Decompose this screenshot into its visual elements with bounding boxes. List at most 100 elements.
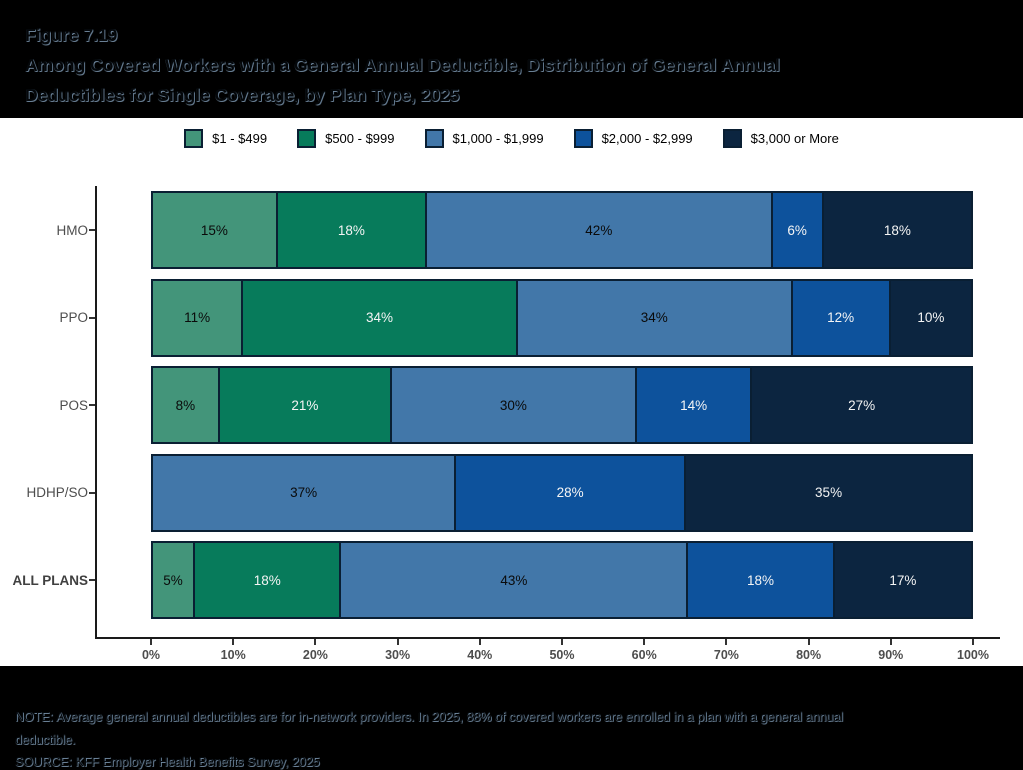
- bar-segment: 34%: [241, 280, 516, 355]
- legend-label: $500 - $999: [325, 131, 395, 146]
- x-axis-tick-label: 50%: [549, 648, 575, 662]
- y-axis-label-all-plans: ALL PLANS: [12, 572, 88, 588]
- bar-segment: 21%: [217, 368, 390, 442]
- x-axis-tick-mark: [561, 639, 563, 645]
- note-text: NOTE: Average general annual deductibles…: [15, 710, 844, 747]
- x-axis-tick-mark: [889, 639, 892, 645]
- x-axis-tick-label: 60%: [631, 648, 657, 662]
- x-axis-tick-label: 90%: [878, 648, 904, 662]
- bar-segment: 37%: [153, 455, 455, 530]
- legend-swatch-icon: [424, 129, 444, 148]
- bar-segment-label: 34%: [640, 310, 668, 325]
- legend-swatch-icon: [297, 129, 317, 148]
- bar-row-hdhp-so: 37% 28% 35%: [151, 453, 973, 532]
- bar-segment-label: 8%: [175, 397, 196, 413]
- x-axis-tick-mark: [232, 639, 235, 645]
- legend-swatch-icon: [184, 129, 204, 148]
- bar-segment-label: 14%: [680, 397, 708, 413]
- bar-row-pos: 8% 21% 30% 14% 27%: [151, 366, 973, 444]
- figure-title-block: Figure 7.19 Among Covered Workers with a…: [25, 20, 780, 110]
- figure-title-line-1: Among Covered Workers with a General Ann…: [25, 55, 780, 75]
- x-axis-tick-label: 80%: [796, 648, 822, 662]
- x-axis-tick-label: 20%: [302, 648, 328, 662]
- x-axis-tick-label: 40%: [467, 648, 493, 662]
- x-axis-tick-label: 0%: [141, 648, 161, 662]
- y-axis-label-hmo: HMO: [56, 222, 89, 238]
- chart-panel: $1 - $499 $500 - $999 $1,000 - $1,999 $2,00…: [0, 118, 1023, 666]
- legend-item-3: $2,000 - $2,999: [573, 129, 693, 148]
- bar-segment: 28%: [454, 455, 685, 530]
- y-axis-label-pos: POS: [59, 397, 88, 413]
- bar-segment-label: 42%: [585, 222, 613, 238]
- bar-segment: 35%: [684, 455, 972, 530]
- y-axis-line: [95, 186, 97, 638]
- x-axis-tick-mark: [807, 639, 810, 645]
- notes-block: NOTE: Average general annual deductibles…: [15, 706, 985, 770]
- legend-label: $1,000 - $1,999: [452, 131, 544, 146]
- y-axis-tick-mark: [89, 229, 95, 231]
- y-axis-label-hdhp-so: HDHP/SO: [26, 485, 88, 500]
- bar-segment: 27%: [750, 368, 971, 442]
- bar-segment-label: 30%: [499, 397, 527, 413]
- bar-segment-label: 28%: [556, 485, 584, 500]
- y-axis-tick-mark: [89, 491, 95, 494]
- x-axis-tick-mark: [396, 639, 399, 645]
- bar-segment: 8%: [153, 368, 218, 442]
- x-axis-tick-mark: [150, 639, 152, 645]
- figure-number: Figure 7.19: [25, 25, 118, 45]
- bar-row-hmo: 15% 18% 42% 6% 18%: [151, 191, 973, 269]
- legend-item-2: $1,000 - $1,999: [424, 129, 544, 148]
- bar-segment: 30%: [389, 368, 635, 442]
- x-axis-tick-label: 100%: [957, 648, 989, 662]
- bar-segment: 5%: [153, 543, 194, 617]
- x-axis-tick-mark: [478, 639, 481, 645]
- y-axis-label-ppo: PPO: [59, 310, 88, 325]
- bar-segment: 17%: [832, 543, 971, 617]
- bar-segment-label: 12%: [827, 310, 855, 325]
- bar-segment-label: 17%: [889, 572, 917, 588]
- bar-segment-label: 18%: [253, 572, 281, 588]
- x-axis-tick-label: 70%: [713, 648, 739, 662]
- bar-segment: 34%: [515, 280, 791, 355]
- legend-label: $2,000 - $2,999: [601, 131, 693, 146]
- x-axis-tick-mark: [314, 639, 317, 645]
- y-axis-tick-mark: [89, 579, 95, 581]
- bar-segment-label: 18%: [337, 222, 365, 238]
- bar-row-all-plans: 5% 18% 43% 18% 17%: [151, 541, 973, 619]
- bar-segment: 14%: [634, 368, 751, 442]
- bar-segment: 18%: [686, 543, 833, 617]
- bar-segment-label: 10%: [917, 310, 945, 325]
- x-axis-tick-label: 10%: [220, 648, 246, 662]
- bar-segment-label: 37%: [290, 485, 318, 500]
- bar-segment-label: 15%: [200, 222, 228, 238]
- x-axis-tick-mark: [972, 639, 974, 645]
- bar-segment: 43%: [339, 543, 687, 617]
- legend-item-4: $3,000 or More: [722, 129, 839, 148]
- legend-swatch-icon: [722, 129, 742, 148]
- bar-segment: 15%: [153, 193, 276, 267]
- legend: $1 - $499 $500 - $999 $1,000 - $1,999 $2,00…: [0, 129, 1023, 148]
- bar-segment: 6%: [770, 193, 822, 267]
- bar-segment-label: 11%: [184, 310, 211, 325]
- bar-segment-label: 27%: [848, 397, 876, 413]
- bar-segment: 18%: [193, 543, 340, 617]
- legend-item-0: $1 - $499: [184, 129, 267, 148]
- bar-segment: 10%: [888, 280, 971, 355]
- y-axis-labels: HMO PPO POS HDHP/SO ALL PLANS: [0, 191, 95, 637]
- bar-segment: 42%: [425, 193, 771, 267]
- legend-item-1: $500 - $999: [297, 129, 395, 148]
- bar-segment: 11%: [153, 280, 242, 355]
- legend-label: $1 - $499: [212, 131, 268, 146]
- bar-segment-label: 18%: [883, 222, 911, 238]
- x-axis-tick-mark: [643, 639, 646, 645]
- bar-row-ppo: 11% 34% 34% 12% 10%: [151, 278, 973, 357]
- bar-segment-label: 21%: [291, 397, 319, 413]
- bar-segment-label: 35%: [815, 485, 843, 500]
- bar-segment-label: 5%: [163, 572, 183, 588]
- x-axis-tick-mark: [725, 639, 728, 645]
- bar-segment-label: 6%: [787, 222, 807, 238]
- bar-segment: 18%: [821, 193, 971, 267]
- bar-segment-label: 34%: [366, 310, 394, 325]
- y-axis-tick-mark: [89, 404, 95, 406]
